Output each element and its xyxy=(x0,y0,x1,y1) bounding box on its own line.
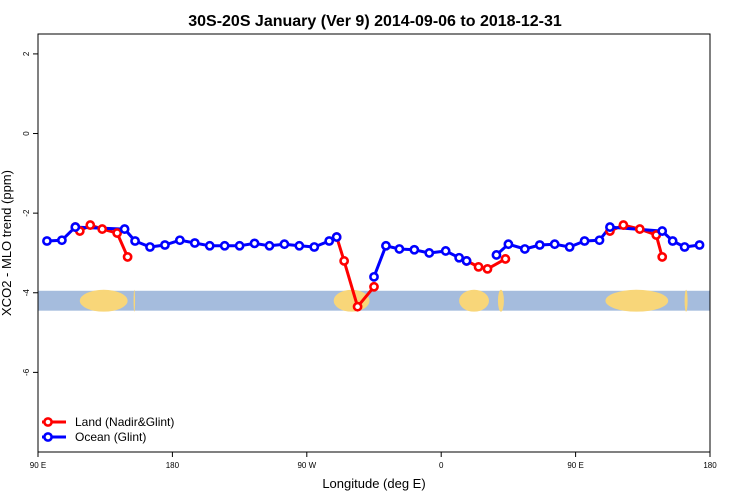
ocean-data-point xyxy=(234,240,245,251)
ocean-data-point xyxy=(56,235,67,246)
y-axis-ticks: 2 0 -2 -4 -6 xyxy=(22,51,38,376)
ocean-data-point xyxy=(119,224,130,234)
land-data-point xyxy=(112,228,123,238)
x-tick-label: 0 xyxy=(439,461,444,470)
x-axis-label: Longitude (deg E) xyxy=(322,476,425,491)
ocean-data-point xyxy=(189,238,200,248)
y-tick-label: 2 xyxy=(22,51,31,56)
ocean-data-point xyxy=(605,222,615,232)
land-data-point xyxy=(500,254,511,264)
ocean-data-point xyxy=(667,236,678,246)
series-layer xyxy=(42,220,705,312)
ocean-data-point xyxy=(409,244,420,255)
ocean-data-point xyxy=(324,236,335,246)
ocean-data-point xyxy=(579,236,590,246)
ocean-data-point xyxy=(42,236,52,246)
ocean-data-point xyxy=(461,256,472,266)
ocean-data-point xyxy=(519,244,530,254)
land-data-point xyxy=(618,220,629,230)
land-data-point xyxy=(122,252,133,262)
land-region xyxy=(133,289,136,312)
land-data-point xyxy=(85,220,96,230)
x-tick-label: 90 W xyxy=(297,461,316,470)
x-tick-label: 90 E xyxy=(30,461,46,470)
ocean-data-point xyxy=(491,250,502,260)
ocean-data-point xyxy=(594,235,605,246)
x-axis-ticks: 90 E 180 90 W 0 90 E 180 xyxy=(30,452,717,470)
ocean-data-point xyxy=(440,246,451,256)
ocean-data-point xyxy=(369,271,379,282)
land-data-point xyxy=(369,281,379,292)
y-tick-label: -6 xyxy=(22,368,31,376)
chart-title: 30S-20S January (Ver 9) 2014-09-06 to 20… xyxy=(188,13,562,30)
ocean-data-point xyxy=(454,252,465,263)
ocean-data-point xyxy=(219,240,230,251)
ocean-data-point xyxy=(264,240,275,251)
ocean-data-point xyxy=(694,240,705,250)
land-series-line xyxy=(335,236,376,309)
land-region xyxy=(497,289,504,312)
ocean-data-point xyxy=(70,222,81,232)
land-region xyxy=(459,289,489,312)
land-data-point xyxy=(657,252,668,262)
land-legend-marker xyxy=(43,417,53,427)
plot-frame xyxy=(37,33,711,453)
ocean-data-point xyxy=(679,242,690,252)
x-tick-label: 90 E xyxy=(567,461,583,470)
ocean-series-line xyxy=(372,244,468,278)
y-tick-label: -4 xyxy=(22,289,31,297)
ocean-data-point xyxy=(549,239,560,250)
ocean-data-point xyxy=(130,236,140,246)
ocean-legend-marker xyxy=(43,432,53,442)
ocean-legend-label: Ocean (Glint) xyxy=(75,430,146,444)
land-data-point xyxy=(634,224,645,234)
x-tick-label: 180 xyxy=(166,461,180,470)
land-region xyxy=(79,289,128,312)
ocean-data-point xyxy=(174,235,185,246)
land-data-point xyxy=(352,301,363,312)
land-ocean-band xyxy=(38,289,710,312)
y-tick-label: -2 xyxy=(22,209,31,217)
ocean-data-point xyxy=(424,248,435,258)
ocean-data-point xyxy=(309,242,320,252)
land-data-point xyxy=(473,261,484,272)
land-data-point xyxy=(482,263,493,274)
land-region xyxy=(684,289,688,312)
ocean-data-point xyxy=(249,238,260,249)
ocean-data-point xyxy=(503,239,514,250)
land-legend-label: Land (Nadir&Glint) xyxy=(75,415,174,429)
ocean-data-point xyxy=(381,240,391,251)
ocean-data-point xyxy=(331,232,342,242)
x-tick-label: 180 xyxy=(703,461,717,470)
ocean-data-point xyxy=(534,240,545,250)
ocean-data-point xyxy=(657,226,668,236)
ocean-band xyxy=(38,290,710,311)
ocean-data-point xyxy=(394,244,405,254)
legend: Land (Nadir&Glint)Ocean (Glint) xyxy=(42,415,174,444)
ocean-data-point xyxy=(160,240,170,250)
land-region xyxy=(605,289,669,312)
ocean-data-point xyxy=(279,239,290,250)
ocean-data-point xyxy=(294,240,305,251)
land-data-point xyxy=(97,224,108,234)
y-tick-label: 0 xyxy=(22,131,31,136)
ocean-data-point xyxy=(145,242,155,252)
ocean-data-point xyxy=(564,242,575,252)
land-data-point xyxy=(339,256,350,266)
y-axis-label: XCO2 - MLO trend (ppm) xyxy=(0,170,14,316)
ocean-data-point xyxy=(204,240,215,251)
